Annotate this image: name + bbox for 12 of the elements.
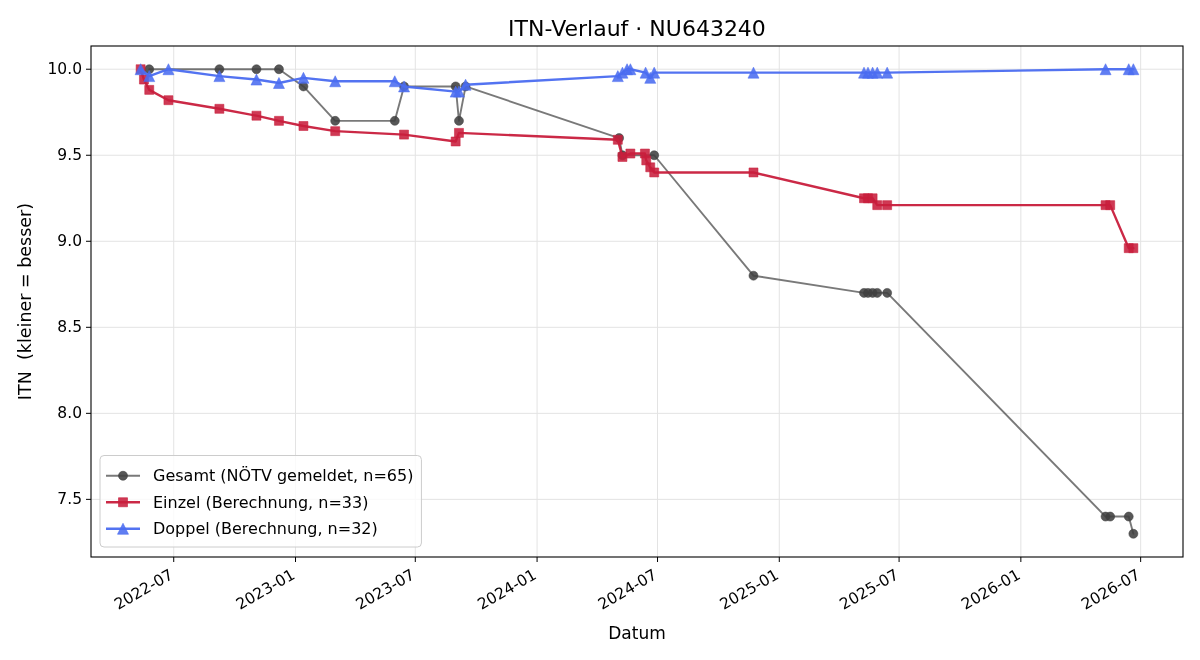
legend-label: Gesamt (NÖTV gemeldet, n=65) bbox=[153, 466, 414, 486]
y-tick-label: 7.5 bbox=[57, 490, 82, 509]
y-tick-label: 9.5 bbox=[57, 146, 82, 165]
x-axis-title: Datum bbox=[608, 623, 666, 643]
y-tick-label: 8.0 bbox=[57, 404, 82, 423]
chart-title: ITN-Verlauf · NU643240 bbox=[508, 16, 766, 41]
y-tick-label: 9.0 bbox=[57, 232, 82, 251]
y-tick-label: 10.0 bbox=[47, 60, 82, 79]
legend-label: Doppel (Berechnung, n=32) bbox=[153, 519, 378, 539]
y-axis-title: ITN (kleiner = besser) bbox=[15, 202, 35, 401]
legend-label: Einzel (Berechnung, n=33) bbox=[153, 492, 369, 512]
y-tick-label: 8.5 bbox=[57, 318, 82, 337]
